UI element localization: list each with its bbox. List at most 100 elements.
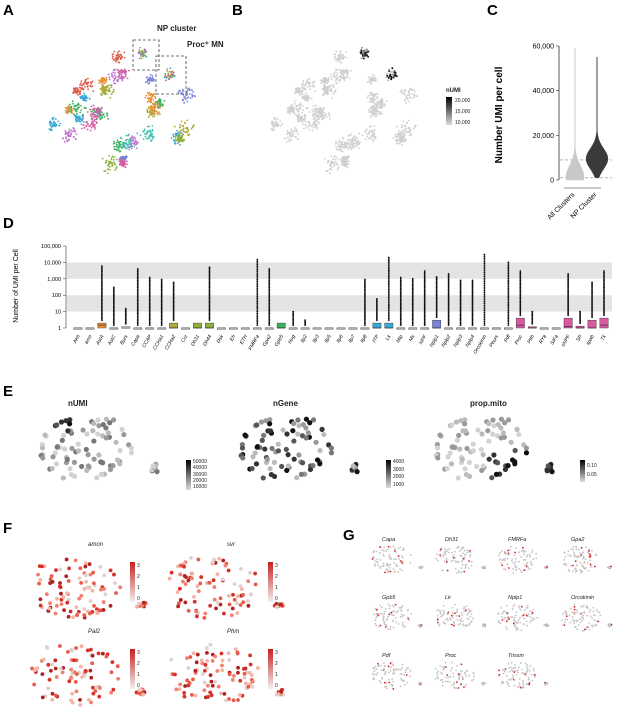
- cell-point: [75, 105, 77, 107]
- cell-point: [309, 97, 311, 99]
- outlier-point: [256, 262, 258, 264]
- cell-point: [280, 125, 282, 127]
- cell-point: [81, 85, 83, 87]
- cell-point: [437, 560, 439, 562]
- cell-point: [343, 143, 345, 145]
- cell-point: [406, 122, 408, 124]
- cell-point: [142, 51, 144, 53]
- cell-point: [324, 82, 326, 84]
- cell-point: [93, 116, 95, 118]
- outlier-point: [484, 254, 486, 256]
- cell-point: [151, 114, 153, 116]
- cell-point: [339, 141, 341, 143]
- cell-point: [126, 163, 128, 165]
- cell-point: [114, 75, 116, 77]
- cell-point: [217, 557, 221, 561]
- cell-point: [390, 558, 392, 560]
- legend-tick: 4000: [393, 459, 404, 467]
- outlier-point: [388, 294, 390, 296]
- cell-point: [151, 80, 153, 82]
- cell-point: [386, 100, 388, 102]
- cell-point: [401, 124, 403, 126]
- cell-point: [306, 96, 308, 98]
- outlier-point: [507, 289, 509, 291]
- cell-point: [161, 105, 163, 107]
- cell-point: [137, 142, 139, 144]
- cell-point: [333, 84, 335, 86]
- cell-point: [197, 589, 201, 593]
- cell-point: [376, 115, 378, 117]
- cell-point: [546, 463, 551, 468]
- cell-point: [72, 131, 74, 133]
- cell-point: [128, 143, 130, 145]
- cell-point: [381, 113, 383, 115]
- cell-point: [53, 121, 55, 123]
- cell-point: [219, 691, 223, 695]
- cell-point: [297, 105, 299, 107]
- cell-point: [83, 121, 85, 123]
- cell-point: [150, 101, 152, 103]
- cell-point: [401, 555, 403, 557]
- cell-point: [331, 79, 333, 81]
- outlier-point: [388, 311, 390, 313]
- cell-point: [298, 89, 300, 91]
- cell-point: [238, 693, 242, 697]
- panel-e-map-propmito: [425, 410, 605, 500]
- cell-point: [118, 50, 120, 52]
- box-lk: [385, 323, 393, 328]
- cell-point: [323, 107, 325, 109]
- cell-point: [346, 69, 348, 71]
- cell-point: [267, 466, 272, 471]
- cell-point: [142, 601, 146, 605]
- cell-point: [91, 686, 95, 690]
- cell-point: [309, 82, 311, 84]
- cell-point: [306, 80, 308, 82]
- cell-point: [66, 650, 70, 654]
- cell-point: [106, 115, 108, 117]
- cell-point: [90, 86, 92, 88]
- cell-point: [464, 564, 466, 566]
- cell-point: [304, 117, 306, 119]
- cell-point: [348, 147, 350, 149]
- cell-point: [102, 158, 104, 160]
- cell-point: [317, 121, 319, 123]
- cell-point: [535, 553, 537, 555]
- cell-point: [466, 552, 468, 554]
- cell-point: [387, 79, 389, 81]
- cell-point: [347, 166, 349, 168]
- cell-point: [108, 74, 110, 76]
- cell-point: [409, 97, 411, 99]
- cell-point: [84, 468, 89, 473]
- cell-point: [220, 668, 224, 672]
- cell-point: [335, 51, 337, 53]
- cell-point: [324, 158, 326, 160]
- cell-point: [189, 93, 191, 95]
- cell-point: [179, 139, 181, 141]
- cell-point: [80, 427, 85, 432]
- cell-point: [173, 72, 175, 74]
- cell-point: [87, 111, 89, 113]
- cell-point: [313, 440, 318, 445]
- cell-point: [173, 673, 177, 677]
- outlier-point: [388, 257, 390, 259]
- cell-point: [114, 72, 116, 74]
- outlier-point: [256, 279, 258, 281]
- cell-point: [305, 92, 307, 94]
- cell-point: [389, 72, 391, 74]
- cell-point: [363, 57, 365, 59]
- cell-point: [452, 556, 454, 558]
- cell-point: [444, 560, 446, 562]
- cell-point: [112, 53, 114, 55]
- xtick-label: RYa: [538, 334, 548, 345]
- cell-point: [152, 103, 154, 105]
- cell-point: [369, 132, 371, 134]
- cell-point: [232, 674, 236, 678]
- legend-tick: 0: [275, 681, 278, 692]
- cell-point: [208, 604, 212, 608]
- outlier-point: [388, 302, 390, 304]
- cell-point: [82, 89, 84, 91]
- cell-point: [322, 88, 324, 90]
- cell-point: [230, 613, 234, 617]
- cell-point: [346, 163, 348, 165]
- cell-point: [277, 124, 279, 126]
